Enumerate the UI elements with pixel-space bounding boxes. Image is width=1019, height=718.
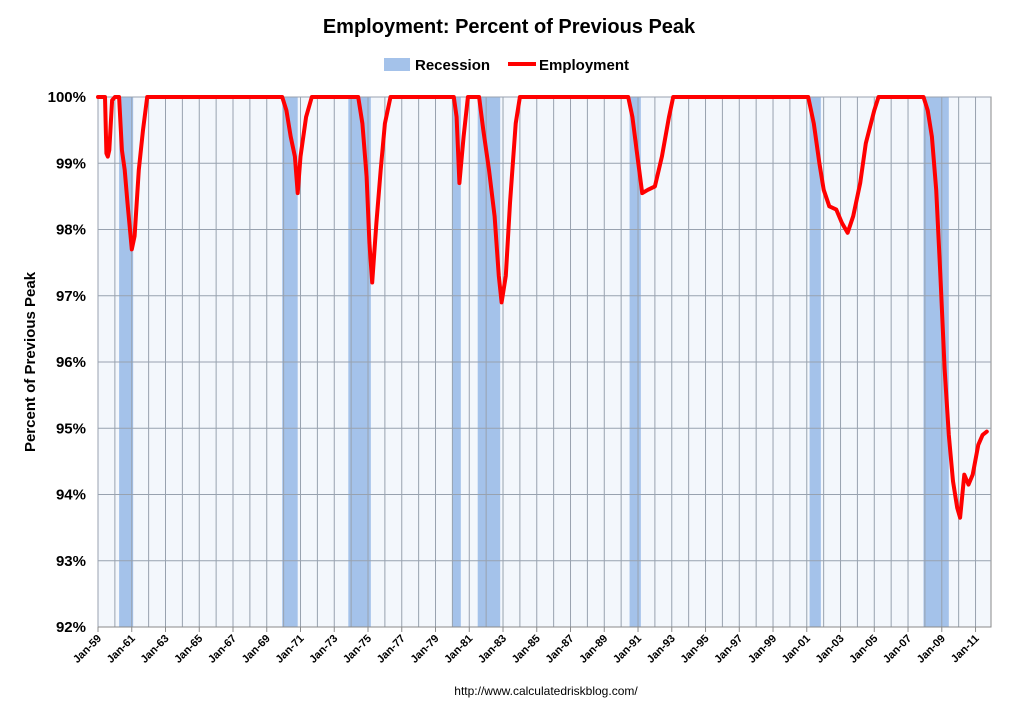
y-axis-label: Percent of Previous Peak xyxy=(22,271,39,452)
x-tick-label-Jan-05: Jan-05 xyxy=(847,633,880,666)
x-tick-label-Jan-77: Jan-77 xyxy=(375,633,408,666)
x-tick-label-Jan-63: Jan-63 xyxy=(138,633,171,666)
x-tick-label-Jan-95: Jan-95 xyxy=(679,633,712,666)
x-tick-label-Jan-01: Jan-01 xyxy=(780,633,813,666)
x-tick-label-Jan-07: Jan-07 xyxy=(881,633,914,666)
y-tick-label-92: 92% xyxy=(56,619,86,636)
y-tick-label-96: 96% xyxy=(56,354,86,371)
legend-swatch-recession xyxy=(384,58,410,71)
y-tick-label-93: 93% xyxy=(56,553,86,570)
x-tick-label-Jan-03: Jan-03 xyxy=(814,633,847,666)
y-tick-label-94: 94% xyxy=(56,487,86,504)
x-tick-label-Jan-09: Jan-09 xyxy=(915,633,948,666)
x-tick-label-Jan-65: Jan-65 xyxy=(172,633,205,666)
x-tick-label-Jan-71: Jan-71 xyxy=(273,633,306,666)
y-tick-label-97: 97% xyxy=(56,288,86,305)
legend-label-recession: Recession xyxy=(415,57,490,74)
x-tick-label-Jan-93: Jan-93 xyxy=(645,633,678,666)
y-tick-label-100: 100% xyxy=(48,89,86,106)
x-tick-label-Jan-83: Jan-83 xyxy=(476,633,509,666)
x-tick-label-Jan-97: Jan-97 xyxy=(712,633,745,666)
chart-title: Employment: Percent of Previous Peak xyxy=(323,16,696,38)
x-tick-label-Jan-11: Jan-11 xyxy=(949,633,982,666)
x-tick-label-Jan-59: Jan-59 xyxy=(71,633,104,666)
x-tick-label-Jan-69: Jan-69 xyxy=(240,633,273,666)
x-tick-label-Jan-75: Jan-75 xyxy=(341,633,374,666)
x-tick-label-Jan-79: Jan-79 xyxy=(408,633,441,666)
x-tick-label-Jan-67: Jan-67 xyxy=(206,633,239,666)
employment-line xyxy=(96,95,989,520)
x-tick-label-Jan-89: Jan-89 xyxy=(577,633,610,666)
x-tick-label-Jan-73: Jan-73 xyxy=(307,633,340,666)
x-tick-label-Jan-61: Jan-61 xyxy=(105,633,138,666)
x-tick-label-Jan-85: Jan-85 xyxy=(510,633,543,666)
y-tick-label-99: 99% xyxy=(56,155,86,172)
plot-area: 92% 93% 94% 95% 96% 97% 98% 99% 100% Jan-59 Jan-61… xyxy=(48,89,992,666)
x-tick-label-Jan-99: Jan-99 xyxy=(746,633,779,666)
x-tick-label-Jan-87: Jan-87 xyxy=(544,633,577,666)
source-url: http://www.calculatedriskblog.com/ xyxy=(454,684,638,698)
legend: Recession Employment xyxy=(384,57,629,74)
x-tick-label-Jan-81: Jan-81 xyxy=(442,633,475,666)
y-tick-label-98: 98% xyxy=(56,222,86,239)
x-tick-label-Jan-91: Jan-91 xyxy=(611,633,644,666)
y-tick-label-95: 95% xyxy=(56,420,86,437)
legend-label-employment: Employment xyxy=(539,57,629,74)
